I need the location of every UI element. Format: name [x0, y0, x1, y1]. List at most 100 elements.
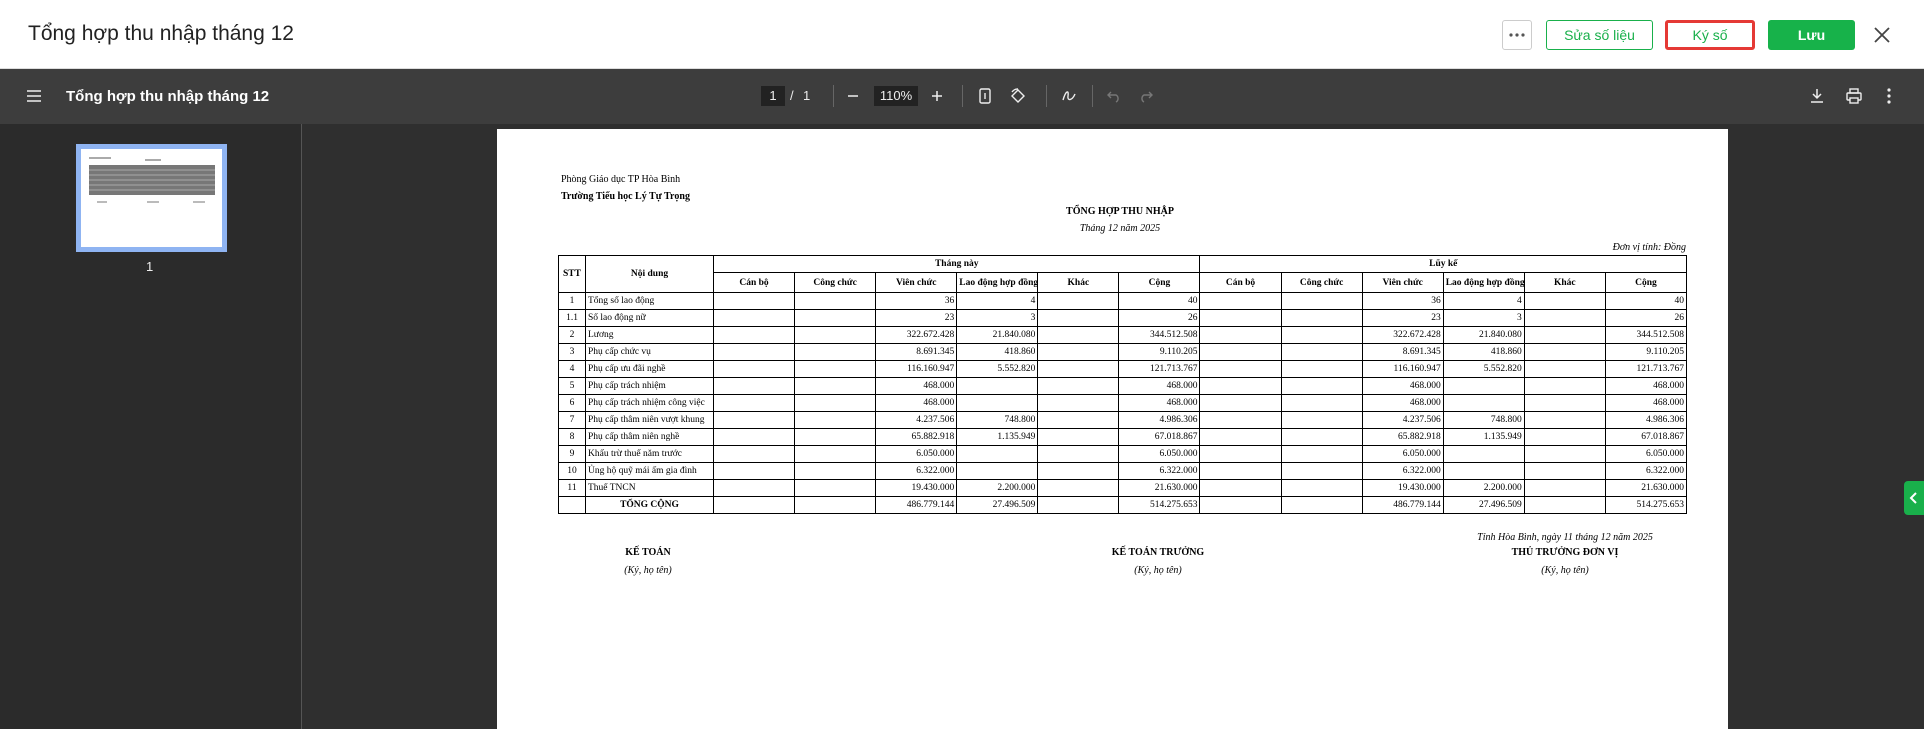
label-cell: Phụ cấp ưu đãi nghề [585, 360, 714, 378]
signature-role: THỦ TRƯỞNG ĐƠN VỊ [1511, 547, 1619, 558]
value-cell [1199, 326, 1282, 344]
value-cell: 21.840.080 [956, 326, 1039, 344]
sign-button[interactable]: Ký số [1665, 20, 1755, 50]
viewer-toolbar: Tổng hợp thu nhập tháng 12 1 / 1 110% [0, 69, 1924, 124]
save-button[interactable]: Lưu [1768, 20, 1855, 50]
value-cell [1523, 411, 1606, 429]
value-cell: 8.691.345 [875, 343, 958, 361]
stt-cell: 8 [558, 428, 586, 446]
value-cell [1280, 496, 1363, 514]
edit-button[interactable]: Sửa số liệu [1546, 20, 1653, 50]
rotate-button[interactable] [1010, 88, 1026, 104]
value-cell [1523, 309, 1606, 327]
value-cell [1442, 445, 1525, 463]
value-cell: 67.018.867 [1118, 428, 1201, 446]
table-row: 10 Ủng hộ quỹ mái ấm gia đình 6.322.000 6.3… [558, 462, 1688, 480]
value-cell [712, 479, 796, 497]
undo-button[interactable] [1107, 89, 1121, 103]
stt-cell: 1.1 [558, 309, 586, 327]
separator [1092, 85, 1093, 107]
value-cell [1280, 428, 1363, 446]
column-header: Khác [1523, 272, 1606, 293]
separator [962, 85, 963, 107]
value-cell: 21.630.000 [1604, 479, 1688, 497]
print-button[interactable] [1846, 88, 1862, 104]
page-input[interactable]: 1 [761, 86, 785, 106]
value-cell: 4.237.506 [1361, 411, 1444, 429]
value-cell [712, 309, 796, 327]
value-cell [794, 394, 877, 412]
value-cell [1280, 411, 1363, 429]
value-cell: 121.713.767 [1118, 360, 1201, 378]
value-cell [1199, 309, 1282, 327]
stt-cell: 10 [558, 462, 586, 480]
table-row: 2 Lương 322.672.428 21.840.080 344.512.508 32… [558, 326, 1688, 344]
value-cell [1280, 479, 1363, 497]
value-cell [1037, 326, 1120, 344]
value-cell [1523, 479, 1606, 497]
stt-cell: 9 [558, 445, 586, 463]
page-count: 1 [803, 88, 811, 103]
download-button[interactable] [1810, 88, 1824, 104]
value-cell [1523, 428, 1606, 446]
table-row: 7 Phụ cấp thâm niên vượt khung 4.237.506 74… [558, 411, 1688, 429]
dialog-title: Tổng hợp thu nhập tháng 12 [28, 22, 294, 45]
value-cell [1280, 394, 1363, 412]
table-row: 8 Phụ cấp thâm niên nghề 65.882.918 1.135.9… [558, 428, 1688, 446]
draw-button[interactable] [1061, 88, 1077, 104]
value-cell: 5.552.820 [956, 360, 1039, 378]
column-header: Công chức [1280, 272, 1363, 293]
value-cell: 9.110.205 [1118, 343, 1201, 361]
value-cell [1523, 360, 1606, 378]
report-period: Tháng 12 năm 2025 [1079, 223, 1161, 234]
value-cell [712, 411, 796, 429]
header-row: Cán bộ Công chức Viên chức Lao động hợp đồn… [559, 272, 1688, 293]
value-cell: 6.322.000 [875, 462, 958, 480]
value-cell: 65.882.918 [875, 428, 958, 446]
value-cell [1037, 377, 1120, 395]
stt-cell: 2 [558, 326, 586, 344]
header: Tổng hợp thu nhập tháng 12 Sửa số liệu K… [0, 0, 1924, 69]
table-row: 1.1 Số lao động nữ 23 3 26 23 3 26 [558, 309, 1688, 327]
value-cell [1523, 343, 1606, 361]
table-row: 11 Thuế TNCN 19.430.000 2.200.000 21.630.000… [558, 479, 1688, 497]
redo-button[interactable] [1139, 89, 1153, 103]
column-header: Lao động hợp đồng [956, 272, 1039, 293]
zoom-out-button[interactable] [847, 90, 859, 102]
value-cell: 468.000 [875, 394, 958, 412]
zoom-input[interactable]: 110% [874, 86, 918, 106]
value-cell [1280, 360, 1363, 378]
side-panel-toggle[interactable] [1904, 481, 1924, 515]
value-cell: 486.779.144 [875, 496, 958, 514]
value-cell: 322.672.428 [875, 326, 958, 344]
value-cell: 9.110.205 [1604, 343, 1688, 361]
value-cell: 116.160.947 [875, 360, 958, 378]
value-cell [794, 343, 877, 361]
report-title: TỔNG HỢP THU NHẬP [1066, 206, 1174, 217]
value-cell: 4 [956, 292, 1039, 310]
value-cell: 418.860 [1442, 343, 1525, 361]
close-button[interactable] [1873, 26, 1891, 44]
page-thumbnail[interactable] [76, 144, 227, 252]
zoom-in-button[interactable] [931, 90, 943, 102]
table-row: 1 Tổng số lao động 36 4 40 36 4 40 [558, 292, 1688, 310]
fit-page-button[interactable] [979, 88, 991, 104]
more-button[interactable] [1887, 88, 1891, 104]
signature-note: (Ký, họ tên) [624, 565, 672, 576]
value-cell [794, 360, 877, 378]
value-cell [712, 360, 796, 378]
value-cell: 468.000 [1118, 377, 1201, 395]
value-cell: 6.050.000 [1604, 445, 1688, 463]
value-cell [1037, 496, 1120, 514]
label-cell: Phụ cấp chức vụ [585, 343, 714, 361]
value-cell: 468.000 [1361, 377, 1444, 395]
menu-button[interactable] [26, 89, 42, 103]
value-cell: 6.050.000 [1361, 445, 1444, 463]
value-cell [712, 445, 796, 463]
more-button[interactable] [1502, 20, 1532, 50]
page-separator: / [790, 88, 794, 103]
value-cell [712, 462, 796, 480]
stt-cell: 6 [558, 394, 586, 412]
column-header: Cộng [1118, 272, 1201, 293]
